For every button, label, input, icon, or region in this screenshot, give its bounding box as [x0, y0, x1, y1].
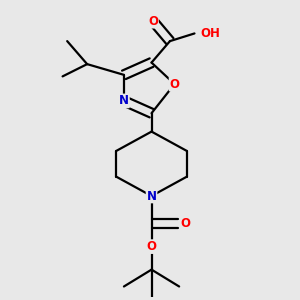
Text: O: O — [181, 217, 191, 230]
Text: N: N — [119, 94, 129, 107]
Text: N: N — [146, 190, 157, 202]
Text: OH: OH — [201, 27, 220, 40]
Text: O: O — [146, 240, 157, 253]
Text: O: O — [169, 78, 179, 91]
Text: O: O — [148, 15, 158, 28]
